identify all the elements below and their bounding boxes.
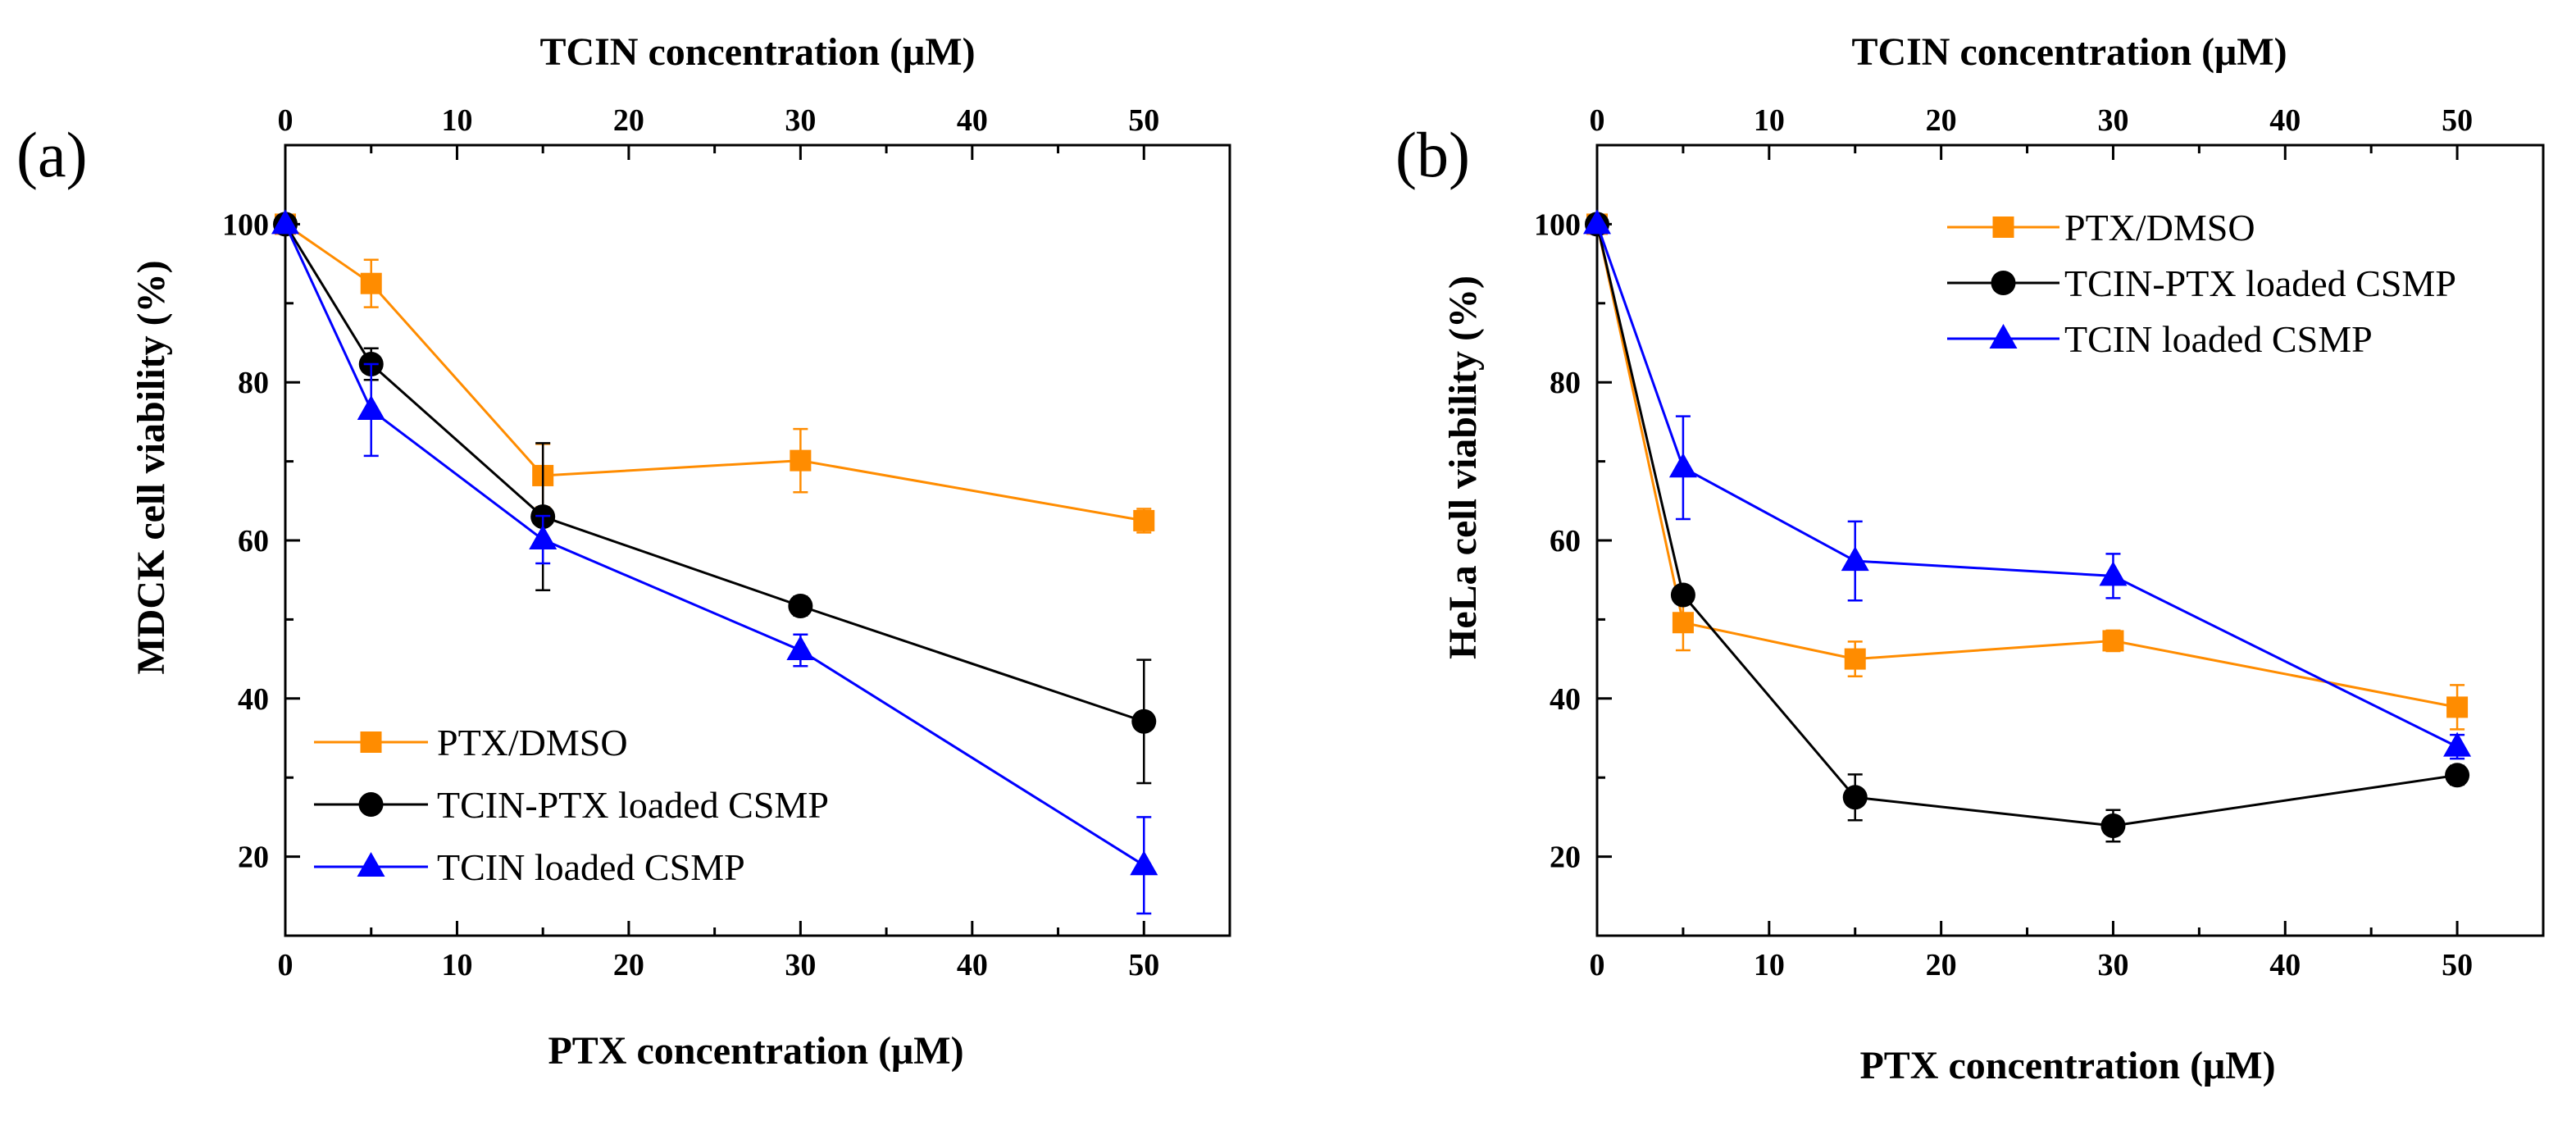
y-tick-label: 80 bbox=[1550, 366, 1581, 400]
x-tick-label: 30 bbox=[785, 948, 816, 982]
x2-tick-label: 50 bbox=[1128, 103, 1159, 138]
x-tick-label: 40 bbox=[957, 948, 988, 982]
panel-a-data bbox=[271, 209, 1158, 915]
data-point-triangle bbox=[786, 635, 815, 660]
panel-a-x2-title: TCIN concentration (μM) bbox=[539, 30, 975, 74]
y-tick-label: 20 bbox=[238, 841, 269, 875]
data-point-square bbox=[790, 449, 812, 472]
x-tick-label: 0 bbox=[1590, 948, 1605, 982]
panel-b-ticks: 0 10 20 30 40 50 0 10 20 30 40 50 20 40 60 80 100 bbox=[1534, 103, 2473, 982]
panel-a-ticks: 0 10 20 30 40 50 0 10 20 30 40 50 20 40 60 80 100 bbox=[222, 103, 1159, 982]
panel-b-label: (b) bbox=[1395, 119, 1470, 190]
legend-label: PTX/DMSO bbox=[437, 722, 628, 763]
x-tick-label: 30 bbox=[2097, 948, 2128, 982]
legend-marker-square bbox=[360, 731, 382, 753]
data-point-triangle bbox=[2099, 561, 2128, 586]
data-point-square bbox=[2446, 696, 2469, 718]
data-point-triangle bbox=[1583, 209, 1611, 235]
x2-tick-label: 40 bbox=[957, 103, 988, 138]
x-tick-label: 50 bbox=[2442, 948, 2473, 982]
data-point-circle bbox=[2445, 763, 2470, 788]
series-line-circle bbox=[1595, 224, 2458, 827]
x-tick-label: 10 bbox=[441, 948, 472, 982]
x-tick-label: 0 bbox=[278, 948, 294, 982]
data-point-triangle bbox=[357, 394, 385, 420]
panel-b-x2-title: TCIN concentration (μM) bbox=[1851, 30, 2287, 74]
data-point-square bbox=[1844, 648, 1866, 670]
x2-tick-label: 0 bbox=[1590, 103, 1605, 138]
legend-label: TCIN loaded CSMP bbox=[2064, 318, 2373, 360]
legend-marker-triangle bbox=[357, 852, 385, 877]
y-tick-label: 40 bbox=[1550, 682, 1581, 717]
legend-marker-square bbox=[1992, 216, 2014, 238]
legend-label: TCIN loaded CSMP bbox=[437, 846, 745, 888]
legend-marker-circle bbox=[358, 792, 384, 817]
data-point-square bbox=[360, 272, 382, 294]
data-point-triangle bbox=[2443, 731, 2472, 757]
panel-b: (b) TCIN concentration (μM) HeLa cell vi… bbox=[1395, 30, 2545, 1087]
data-point-triangle bbox=[529, 525, 558, 550]
x-tick-label: 40 bbox=[2269, 948, 2301, 982]
y-tick-label: 100 bbox=[222, 207, 269, 242]
data-point-square bbox=[2102, 630, 2124, 652]
panel-b-legend: PTX/DMSO TCIN-PTX loaded CSMP TCIN loaded … bbox=[1947, 207, 2456, 360]
y-tick-label: 60 bbox=[1550, 524, 1581, 558]
panel-b-y-title: HeLa cell viability (%) bbox=[1441, 276, 1485, 659]
y-tick-label: 100 bbox=[1534, 207, 1581, 242]
x-tick-label: 10 bbox=[1754, 948, 1785, 982]
panel-a-legend: PTX/DMSO TCIN-PTX loaded CSMP TCIN loaded … bbox=[314, 722, 829, 888]
x2-tick-label: 0 bbox=[278, 103, 294, 138]
y-tick-label: 80 bbox=[238, 366, 269, 400]
x-tick-label: 20 bbox=[613, 948, 644, 982]
y-tick-label: 20 bbox=[1550, 841, 1581, 875]
panel-a: (a) TCIN concentration (μM) MDCK cell vi… bbox=[16, 30, 1231, 1073]
legend-label: TCIN-PTX loaded CSMP bbox=[2064, 262, 2456, 304]
data-point-triangle bbox=[1668, 453, 1697, 478]
data-point-circle bbox=[2100, 813, 2126, 839]
data-point-circle bbox=[788, 594, 813, 619]
panel-a-label: (a) bbox=[16, 119, 88, 190]
y-tick-label: 60 bbox=[238, 524, 269, 558]
panel-a-y-title: MDCK cell viability (%) bbox=[130, 260, 173, 674]
data-point-square bbox=[1672, 612, 1694, 634]
legend-label: PTX/DMSO bbox=[2064, 207, 2255, 248]
y-tick-label: 40 bbox=[238, 682, 269, 717]
x2-tick-label: 10 bbox=[441, 103, 472, 138]
x2-tick-label: 40 bbox=[2269, 103, 2301, 138]
panel-b-data bbox=[1583, 209, 2472, 843]
data-point-circle bbox=[1842, 785, 1868, 810]
data-point-triangle bbox=[1130, 850, 1158, 876]
data-point-square bbox=[1133, 509, 1155, 531]
legend-label: TCIN-PTX loaded CSMP bbox=[437, 784, 829, 826]
x2-tick-label: 30 bbox=[785, 103, 816, 138]
series-line-circle bbox=[284, 223, 1145, 723]
data-point-triangle bbox=[1841, 546, 1869, 572]
x2-tick-label: 30 bbox=[2097, 103, 2128, 138]
x2-tick-label: 20 bbox=[1926, 103, 1957, 138]
legend-marker-triangle bbox=[1989, 324, 2018, 349]
legend-marker-circle bbox=[1991, 271, 2016, 295]
series-line-square bbox=[284, 223, 1145, 522]
panel-b-x-title: PTX concentration (μM) bbox=[1859, 1044, 2275, 1087]
series-line-triangle bbox=[284, 223, 1145, 867]
data-point-circle bbox=[1670, 582, 1695, 608]
data-point-triangle bbox=[271, 209, 299, 235]
x2-tick-label: 50 bbox=[2442, 103, 2473, 138]
x2-tick-label: 20 bbox=[613, 103, 644, 138]
x2-tick-label: 10 bbox=[1754, 103, 1785, 138]
panel-a-x-title: PTX concentration (μM) bbox=[548, 1029, 963, 1073]
data-point-circle bbox=[1131, 709, 1157, 734]
x-tick-label: 50 bbox=[1128, 948, 1159, 982]
x-tick-label: 20 bbox=[1926, 948, 1957, 982]
